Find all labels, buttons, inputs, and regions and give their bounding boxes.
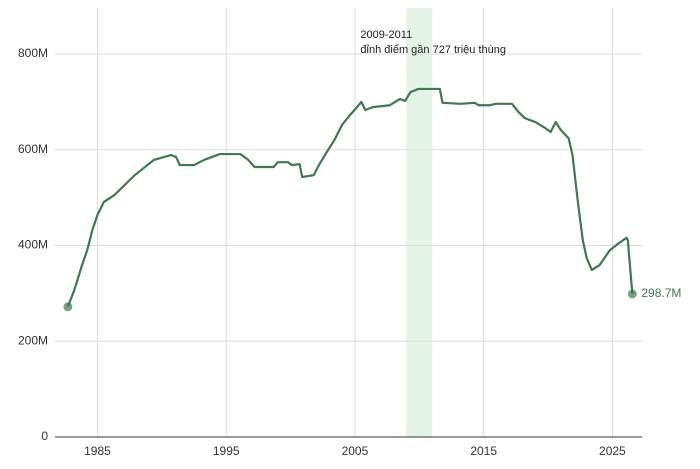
y-tick-label: 400M <box>18 238 48 252</box>
x-tick-label: 2005 <box>342 444 369 458</box>
y-tick-label: 200M <box>18 333 48 347</box>
end-point <box>63 302 73 312</box>
x-tick-label: 2025 <box>599 444 626 458</box>
annotation-note: đỉnh điểm gần 727 triệu thùng <box>360 44 506 56</box>
x-tick-label: 1985 <box>84 444 111 458</box>
x-tick-label: 1995 <box>213 444 240 458</box>
y-tick-label: 600M <box>18 142 48 156</box>
series-line <box>66 87 634 308</box>
end-point <box>627 289 637 299</box>
y-tick-label: 800M <box>18 46 48 60</box>
highlight-band <box>406 8 433 437</box>
value-label: 298.7M <box>641 286 681 300</box>
x-tick-label: 2015 <box>470 444 497 458</box>
y-tick-label: 0 <box>41 429 48 443</box>
annotation-label: 2009-2011 <box>360 29 412 41</box>
